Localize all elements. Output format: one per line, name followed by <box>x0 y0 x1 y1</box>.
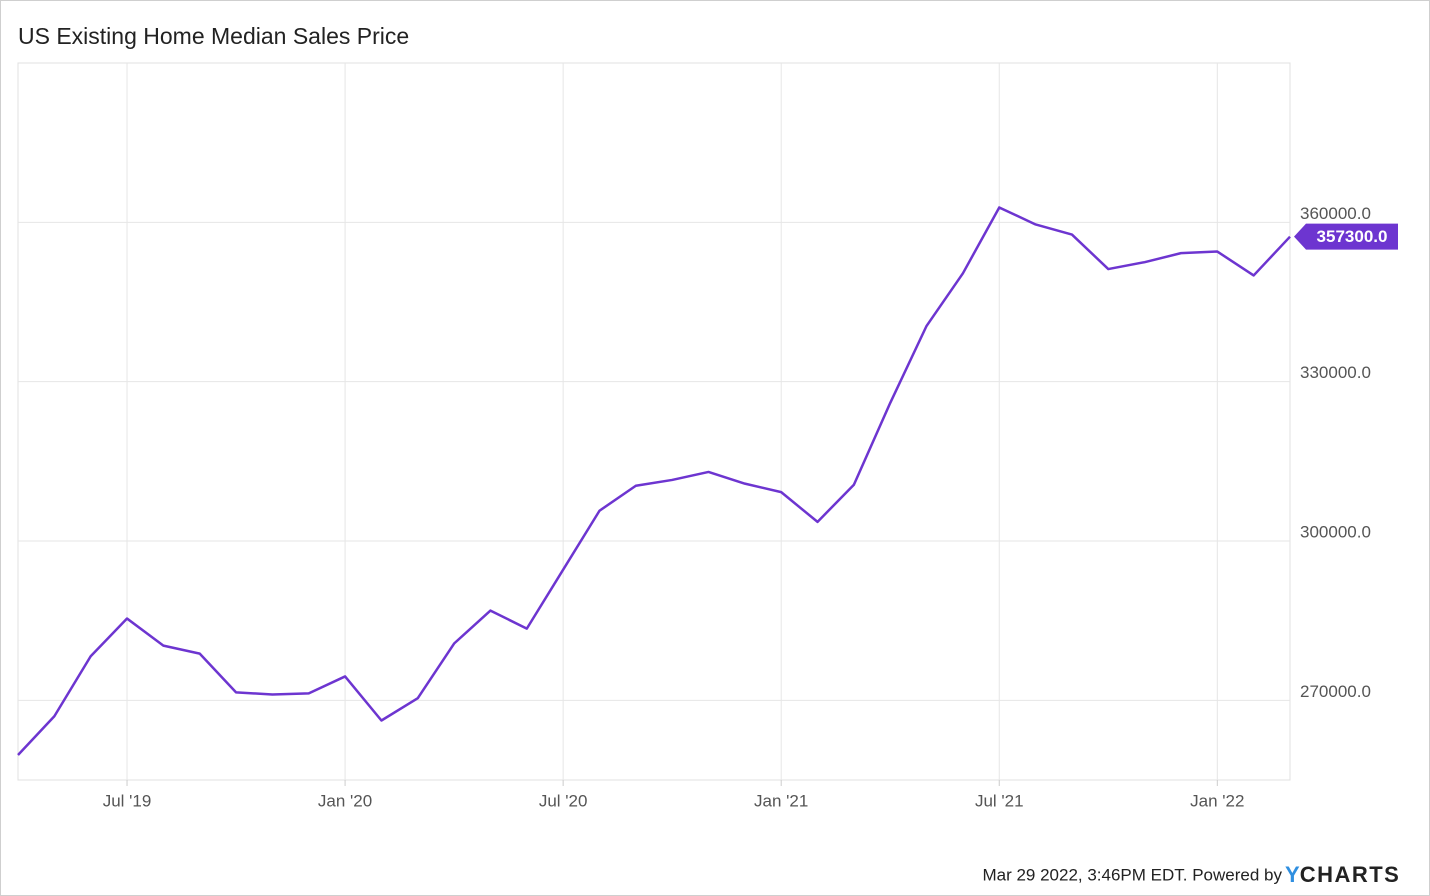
value-label-box <box>1294 223 1398 250</box>
value-label: 357300.0 <box>1317 227 1388 246</box>
y-tick-label: 300000.0 <box>1300 522 1371 541</box>
x-tick-label: Jan '20 <box>318 791 372 810</box>
logo-y: Y <box>1285 862 1300 887</box>
logo-rest: CHARTS <box>1300 862 1401 887</box>
y-tick-label: 270000.0 <box>1300 682 1371 701</box>
x-tick-label: Jul '19 <box>103 791 152 810</box>
x-tick-label: Jul '21 <box>975 791 1024 810</box>
line <box>17 206 1291 756</box>
x-tick-label: Jan '21 <box>754 791 808 810</box>
y-tick-label: 360000.0 <box>1300 204 1371 223</box>
footer-logo: YCHARTS <box>1285 862 1400 887</box>
plot-area <box>17 62 1291 781</box>
x-tick-label: Jan '22 <box>1190 791 1244 810</box>
y-tick-label: 330000.0 <box>1300 363 1371 382</box>
x-tick-label: Jul '20 <box>539 791 588 810</box>
chart-title: US Existing Home Median Sales Price <box>18 23 409 49</box>
footer-timestamp: Mar 29 2022, 3:46PM EDT. Powered by <box>982 865 1282 884</box>
